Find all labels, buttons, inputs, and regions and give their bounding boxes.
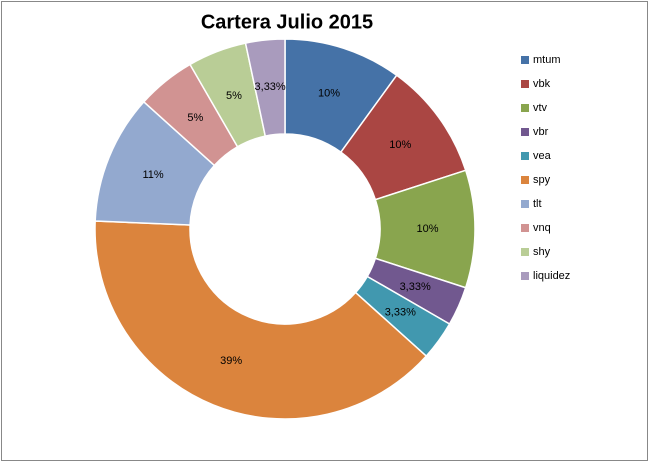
legend-label: vtv xyxy=(533,102,548,114)
legend-swatch xyxy=(521,152,529,160)
data-label: 5% xyxy=(226,90,242,102)
legend-swatch xyxy=(521,272,529,280)
data-label: 3,33% xyxy=(385,307,416,319)
legend-label: shy xyxy=(533,246,551,258)
legend-swatch xyxy=(521,128,529,136)
chart-title: Cartera Julio 2015 xyxy=(201,11,373,33)
legend-label: vbk xyxy=(533,78,551,90)
slice xyxy=(244,38,286,137)
data-label: 10% xyxy=(389,139,411,151)
legend-label: mtum xyxy=(533,54,561,66)
legend-label: vbr xyxy=(533,126,549,138)
legend-swatch xyxy=(521,56,529,64)
legend-label: vea xyxy=(533,150,552,162)
legend-label: spy xyxy=(533,174,551,186)
legend-swatch xyxy=(521,104,529,112)
data-label: 11% xyxy=(142,169,163,181)
data-label: 10% xyxy=(416,223,438,235)
data-label: 39% xyxy=(220,355,242,367)
legend-swatch xyxy=(521,248,529,256)
legend-label: vnq xyxy=(533,222,551,234)
legend-swatch xyxy=(521,80,529,88)
data-label: 3,33% xyxy=(255,81,286,93)
data-label: 5% xyxy=(187,112,203,124)
legend-label: liquidez xyxy=(533,270,570,282)
data-label: 3,33% xyxy=(400,281,431,293)
slice xyxy=(94,220,428,420)
legend-label: tlt xyxy=(533,198,542,210)
data-label: 10% xyxy=(318,87,340,99)
legend-swatch xyxy=(521,200,529,208)
legend-swatch xyxy=(521,176,529,184)
legend-swatch xyxy=(521,224,529,232)
